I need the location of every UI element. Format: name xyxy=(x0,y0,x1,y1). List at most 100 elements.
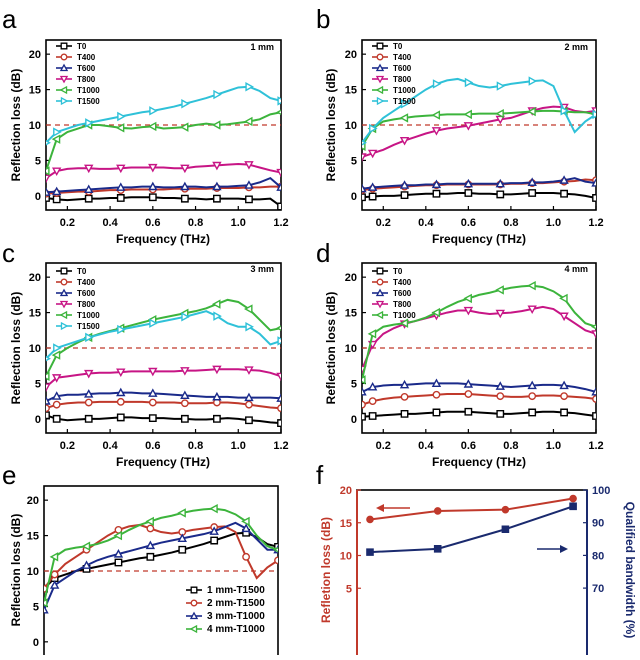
y-axis-title: Reflection loss (dB) xyxy=(324,292,338,405)
data-point xyxy=(52,414,61,423)
data-point xyxy=(181,99,190,109)
y-axis-title: Reflection loss (dB) xyxy=(324,69,338,182)
data-point xyxy=(211,299,221,309)
x-axis-title: Frequency (THz) xyxy=(432,455,526,469)
data-point xyxy=(399,379,410,389)
data-point xyxy=(117,324,126,335)
legend-label: T800 xyxy=(77,300,96,309)
legend-marker xyxy=(59,300,69,309)
x-tick-label: 0.8 xyxy=(503,440,518,452)
data-point xyxy=(400,99,410,109)
data-point xyxy=(148,163,158,173)
data-point xyxy=(362,193,366,202)
series-t0 xyxy=(46,193,281,210)
data-point xyxy=(84,194,93,203)
y-tick-label: 0 xyxy=(351,414,357,426)
data-point xyxy=(212,181,222,191)
data-point xyxy=(495,285,504,295)
data-point xyxy=(432,79,442,89)
series-line xyxy=(46,85,281,144)
y-tick-label: 15 xyxy=(29,85,41,97)
data-point xyxy=(145,540,156,550)
legend-label: 2 mm-T1500 xyxy=(207,598,265,609)
data-point xyxy=(149,318,158,328)
panel-letter: f xyxy=(316,460,324,490)
data-point xyxy=(213,89,222,100)
data-point xyxy=(495,108,504,119)
legend-marker xyxy=(376,96,385,106)
data-point xyxy=(463,109,472,120)
legend-marker xyxy=(190,586,198,594)
x-tick-label: 0.2 xyxy=(376,217,391,229)
legend-label: T1500 xyxy=(77,97,100,106)
y-tick-label: 0 xyxy=(35,414,41,426)
data-point xyxy=(464,390,473,398)
data-point xyxy=(495,115,505,125)
data-point xyxy=(431,307,441,318)
x-tick-label: 0.2 xyxy=(376,440,391,452)
legend-marker xyxy=(375,288,385,297)
panel-letter: d xyxy=(316,238,330,268)
series-line xyxy=(369,505,574,554)
series-line xyxy=(362,177,596,190)
data-point xyxy=(148,388,158,397)
data-point xyxy=(559,293,568,304)
data-point xyxy=(276,168,281,178)
y-tick-label: 0 xyxy=(35,191,41,203)
data-point xyxy=(84,164,94,174)
data-point xyxy=(368,192,377,201)
data-point xyxy=(369,123,378,134)
data-point xyxy=(180,414,189,423)
data-point xyxy=(244,180,254,189)
series-t0 xyxy=(362,407,596,421)
data-point xyxy=(367,381,378,391)
thickness-label: 3 mm xyxy=(250,264,274,274)
data-point xyxy=(560,408,568,417)
data-point xyxy=(591,178,596,187)
x-tick-label: 1.0 xyxy=(546,440,561,452)
y-right-tick-label: 90 xyxy=(592,518,604,530)
data-point xyxy=(592,109,596,120)
thickness-label: 4 mm xyxy=(564,264,588,274)
x-tick-label: 1.0 xyxy=(546,217,561,229)
series-t400 xyxy=(362,390,596,409)
data-point xyxy=(569,502,577,511)
panel-letter: b xyxy=(316,4,330,34)
legend-marker xyxy=(60,42,68,50)
data-point xyxy=(463,122,474,131)
data-point xyxy=(362,386,367,396)
data-point xyxy=(527,106,536,117)
data-point xyxy=(245,195,253,204)
series-4-mm-t1000 xyxy=(44,503,278,608)
y-left-tick-label: 20 xyxy=(340,485,352,497)
data-point xyxy=(85,332,94,343)
data-point xyxy=(180,390,190,400)
data-point xyxy=(591,324,596,330)
data-point xyxy=(146,552,155,561)
data-point xyxy=(431,127,442,136)
data-point xyxy=(243,304,253,314)
series-t0 xyxy=(362,189,596,202)
legend-marker xyxy=(376,267,384,275)
data-point xyxy=(277,404,281,413)
legend-marker xyxy=(59,85,68,95)
y-tick-label: 0 xyxy=(33,637,39,649)
x-tick-label: 0.4 xyxy=(418,217,434,229)
data-point xyxy=(148,398,157,407)
legend-marker xyxy=(376,278,384,286)
data-point xyxy=(114,558,123,567)
data-point xyxy=(46,383,51,392)
data-point xyxy=(496,190,505,199)
data-point xyxy=(51,374,62,383)
legend-marker xyxy=(189,624,198,634)
series-line xyxy=(362,109,596,147)
legend-marker xyxy=(59,310,68,320)
y-right-tick-label: 100 xyxy=(592,485,610,497)
data-point xyxy=(362,375,366,385)
data-point xyxy=(46,411,50,420)
left-axis-arrowhead xyxy=(376,504,384,512)
data-point xyxy=(362,400,366,409)
data-point xyxy=(433,507,442,515)
y-tick-label: 15 xyxy=(27,531,39,543)
data-point xyxy=(276,393,281,402)
